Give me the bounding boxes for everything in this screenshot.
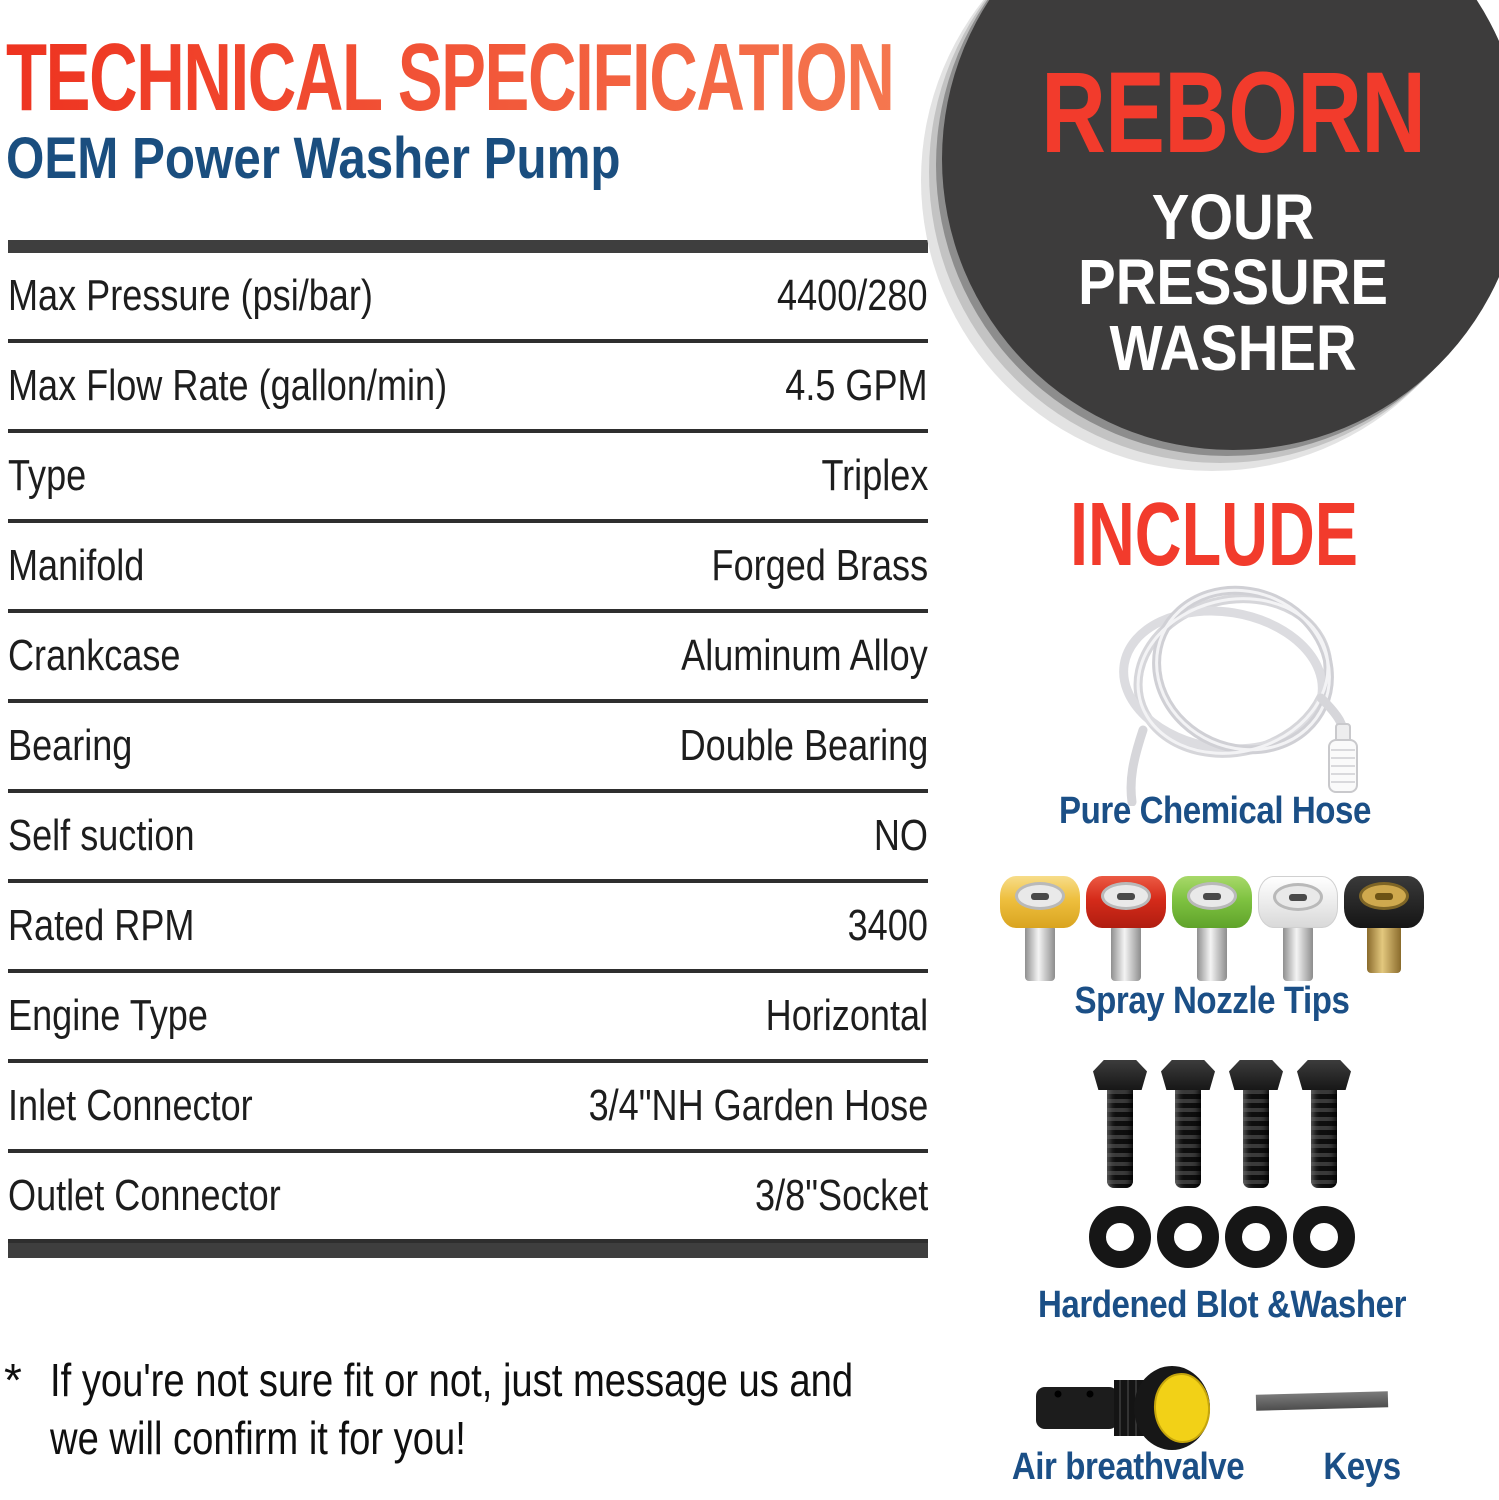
table-row: Inlet Connector 3/4"NH Garden Hose — [8, 1063, 928, 1153]
air-valve-illustration — [1036, 1366, 1211, 1450]
table-row: Max Flow Rate (gallon/min) 4.5 GPM — [8, 343, 928, 433]
nozzle-label: Spray Nozzle Tips — [1074, 980, 1350, 1022]
table-row: Type Triplex — [8, 433, 928, 523]
bolt-washer-label: Hardened Blot &Washer — [1037, 1284, 1407, 1326]
nozzle-orifice-icon — [1359, 882, 1409, 910]
washer-row — [1089, 1206, 1355, 1268]
nozzle-green — [1172, 876, 1252, 981]
spec-label: Inlet Connector — [8, 1081, 253, 1130]
spec-value: 4400/280 — [777, 271, 928, 320]
page-subtitle: OEM Power Washer Pump — [6, 126, 621, 191]
spec-table: Max Pressure (psi/bar) 4400/280 Max Flow… — [8, 240, 928, 1258]
footnote-line1: If you're not sure fit or not, just mess… — [50, 1354, 854, 1406]
spec-label: Engine Type — [8, 991, 208, 1040]
nozzle-row — [1000, 876, 1424, 981]
nozzle-stem-icon — [1367, 925, 1401, 973]
spec-label: Crankcase — [8, 631, 181, 680]
spec-label: Bearing — [8, 721, 133, 770]
nozzle-red — [1086, 876, 1166, 981]
spec-label: Max Pressure (psi/bar) — [8, 271, 373, 320]
spec-label: Max Flow Rate (gallon/min) — [8, 361, 448, 410]
spec-value: NO — [873, 811, 928, 860]
bolt-icon — [1161, 1060, 1215, 1188]
table-row: Self suction NO — [8, 793, 928, 883]
nozzle-black — [1344, 876, 1424, 981]
nozzle-stem-icon — [1283, 925, 1313, 981]
nozzle-stem-icon — [1025, 925, 1055, 981]
table-row: Manifold Forged Brass — [8, 523, 928, 613]
washer-icon — [1225, 1206, 1287, 1268]
spec-value: 4.5 GPM — [785, 361, 928, 410]
keys-label: Keys — [1323, 1446, 1401, 1488]
reborn-subtitle-line: YOUR — [1151, 181, 1315, 253]
chemical-hose-illustration — [1119, 585, 1358, 806]
spec-value: Aluminum Alloy — [681, 631, 928, 680]
nozzle-stem-icon — [1197, 925, 1227, 981]
nozzle-orifice-icon — [1101, 882, 1151, 910]
bolt-icon — [1093, 1060, 1147, 1188]
spec-value: 3/8"Socket — [754, 1171, 928, 1220]
table-bottom-bar — [8, 1243, 928, 1258]
spec-label: Rated RPM — [8, 901, 195, 950]
nozzle-orifice-icon — [1015, 882, 1065, 910]
washer-icon — [1157, 1206, 1219, 1268]
table-row: Max Pressure (psi/bar) 4400/280 — [8, 253, 928, 343]
table-row: Rated RPM 3400 — [8, 883, 928, 973]
nozzle-white — [1258, 876, 1338, 981]
spec-label: Outlet Connector — [8, 1171, 281, 1220]
air-valve-label: Air breathvalve — [1011, 1446, 1245, 1488]
reborn-subtitle-line: PRESSURE — [1078, 246, 1388, 319]
include-heading: INCLUDE — [1070, 485, 1358, 585]
hose-label: Pure Chemical Hose — [1059, 790, 1371, 832]
spec-label: Manifold — [8, 541, 145, 590]
spec-label: Type — [8, 451, 87, 500]
spec-value: Forged Brass — [711, 541, 928, 590]
reborn-subtitle: YOUR PRESSURE WASHER — [1057, 181, 1409, 384]
page-title: TECHNICAL SPECIFICATION — [6, 24, 895, 131]
footnote-text: If you're not sure fit or not, just mess… — [50, 1352, 853, 1467]
nozzle-cap-icon — [1258, 876, 1338, 928]
reborn-badge: REBORN YOUR PRESSURE WASHER — [942, 0, 1499, 450]
nozzle-stem-icon — [1111, 925, 1141, 981]
nozzle-orifice-icon — [1273, 883, 1323, 911]
table-row: Engine Type Horizontal — [8, 973, 928, 1063]
spec-value: Double Bearing — [679, 721, 928, 770]
table-row: Outlet Connector 3/8"Socket — [8, 1153, 928, 1243]
washer-icon — [1089, 1206, 1151, 1268]
nozzle-cap-icon — [1172, 876, 1252, 928]
bolt-icon — [1297, 1060, 1351, 1188]
spec-label: Self suction — [8, 811, 195, 860]
nozzle-cap-icon — [1344, 876, 1424, 928]
footnote-asterisk: * — [4, 1354, 22, 1406]
washer-icon — [1293, 1206, 1355, 1268]
spec-value: Triplex — [821, 451, 928, 500]
nozzle-cap-icon — [1000, 876, 1080, 928]
nozzle-cap-icon — [1086, 876, 1166, 928]
nozzle-yellow — [1000, 876, 1080, 981]
keys-illustration — [1255, 1391, 1389, 1411]
table-row: Bearing Double Bearing — [8, 703, 928, 793]
bolt-row — [1093, 1060, 1351, 1188]
table-top-bar — [8, 240, 928, 253]
table-row: Crankcase Aluminum Alloy — [8, 613, 928, 703]
spec-value: 3400 — [847, 901, 928, 950]
nozzle-orifice-icon — [1187, 882, 1237, 910]
footnote-line2: we will confirm it for you! — [50, 1411, 466, 1464]
reborn-headline: REBORN — [1040, 49, 1426, 177]
footnote: * If you're not sure fit or not, just me… — [4, 1352, 934, 1467]
reborn-subtitle-line: WASHER — [1109, 311, 1357, 384]
spec-value: 3/4"NH Garden Hose — [588, 1081, 928, 1130]
spec-value: Horizontal — [765, 991, 928, 1040]
bolt-icon — [1229, 1060, 1283, 1188]
